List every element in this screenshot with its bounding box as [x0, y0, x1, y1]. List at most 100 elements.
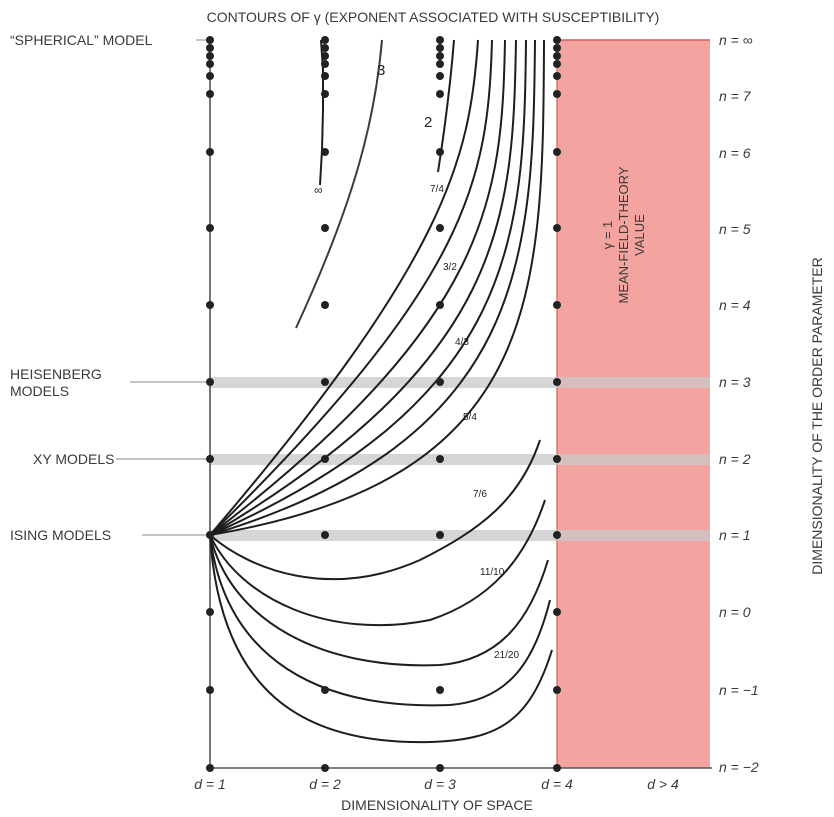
lattice-point	[321, 36, 329, 44]
contour-label-infinity: ∞	[314, 183, 323, 197]
mean-field-gamma: γ = 1	[600, 221, 615, 250]
lattice-point	[206, 44, 214, 52]
n-label-m2: n = −2	[719, 759, 759, 775]
contour-label-7-4: 7/4	[430, 184, 444, 195]
lattice-point	[553, 60, 561, 68]
lattice-point	[321, 90, 329, 98]
model-labels: “SPHERICAL” MODEL HEISENBERG MODELS XY M…	[10, 32, 153, 543]
x-axis-label: DIMENSIONALITY OF SPACE	[341, 797, 533, 813]
n-label-0: n = 0	[719, 604, 751, 620]
mean-field-line3: VALUE	[632, 214, 647, 256]
lattice-point	[553, 686, 561, 694]
lattice-point	[321, 455, 329, 463]
lattice-point	[553, 72, 561, 80]
n-label-6: n = 6	[719, 145, 751, 161]
y-axis-label: DIMENSIONALITY OF THE ORDER PARAMETER	[809, 257, 825, 574]
xy-band	[210, 454, 710, 465]
xy-model-label: XY MODELS	[33, 451, 114, 467]
lattice-point	[436, 36, 444, 44]
lattice-point	[553, 301, 561, 309]
n-label-inf: n = ∞	[719, 32, 753, 48]
lattice-point	[436, 90, 444, 98]
lattice-point	[553, 224, 561, 232]
ising-band	[210, 530, 710, 541]
mean-field-line2: MEAN-FIELD-THEORY	[616, 166, 631, 303]
lattice-point	[206, 224, 214, 232]
contour-lower-5	[209, 534, 553, 744]
lattice-point	[436, 52, 444, 60]
lattice-point	[553, 36, 561, 44]
contour-lower-2	[209, 499, 546, 627]
lattice-point	[436, 60, 444, 68]
contour-label-3-2: 3/2	[443, 262, 457, 273]
n-label-5: n = 5	[719, 221, 751, 237]
lattice-point	[553, 764, 561, 772]
lattice-point	[206, 301, 214, 309]
contour-7-4	[209, 39, 479, 536]
lattice-point	[436, 531, 444, 539]
contour-2	[437, 39, 455, 173]
n-label-1: n = 1	[719, 527, 751, 543]
d-labels: d = 1 d = 2 d = 3 d = 4 d > 4	[194, 776, 679, 792]
mean-field-region	[557, 40, 710, 768]
contour-label-2: 2	[424, 114, 432, 131]
lattice-point	[206, 36, 214, 44]
lattice-point	[321, 60, 329, 68]
contour-lower-1	[209, 439, 541, 580]
contour-4-3	[209, 39, 506, 536]
d-label-2: d = 2	[309, 776, 341, 792]
contour-label-21-20: 21/20	[494, 650, 519, 661]
lattice-point	[206, 764, 214, 772]
lattice-points	[206, 36, 561, 772]
lattice-point	[206, 378, 214, 386]
lattice-point	[206, 60, 214, 68]
d-label-gt4: d > 4	[647, 776, 679, 792]
contour-infinity	[319, 39, 324, 186]
lattice-point	[206, 455, 214, 463]
n-label-4: n = 4	[719, 297, 751, 313]
contour-curves	[209, 39, 553, 744]
contour-11-10	[209, 39, 536, 536]
lattice-point	[206, 608, 214, 616]
lattice-point	[436, 72, 444, 80]
lattice-point	[553, 52, 561, 60]
contour-3	[295, 39, 383, 329]
lattice-point	[321, 224, 329, 232]
lattice-point	[206, 531, 214, 539]
contour-lower-3	[209, 534, 549, 667]
lattice-point	[436, 301, 444, 309]
contour-label-11-10: 11/10	[480, 567, 505, 578]
lattice-point	[206, 686, 214, 694]
lattice-point	[553, 90, 561, 98]
contour-21-20	[209, 39, 545, 536]
lattice-point	[553, 455, 561, 463]
lattice-point	[436, 764, 444, 772]
lattice-point	[436, 455, 444, 463]
lattice-point	[436, 378, 444, 386]
contour-label-3: 3	[377, 62, 385, 79]
lattice-point	[321, 44, 329, 52]
lattice-point	[553, 531, 561, 539]
lattice-point	[321, 52, 329, 60]
lattice-point	[436, 686, 444, 694]
d-label-3: d = 3	[424, 776, 456, 792]
lattice-point	[206, 90, 214, 98]
lattice-point	[553, 378, 561, 386]
n-label-3: n = 3	[719, 374, 751, 390]
lattice-point	[321, 378, 329, 386]
contour-label-4-3: 4/3	[455, 337, 469, 348]
n-label-7: n = 7	[719, 88, 752, 104]
spherical-model-label: “SPHERICAL” MODEL	[10, 32, 153, 48]
lattice-point	[321, 686, 329, 694]
lattice-point	[553, 148, 561, 156]
contour-label-7-6: 7/6	[473, 489, 487, 500]
contour-label-5-4: 5/4	[463, 412, 477, 423]
lattice-point	[321, 72, 329, 80]
n-label-2: n = 2	[719, 451, 751, 467]
d-label-1: d = 1	[194, 776, 226, 792]
lattice-point	[553, 608, 561, 616]
ising-model-label: ISING MODELS	[10, 527, 111, 543]
n-label-m1: n = −1	[719, 682, 759, 698]
heisenberg-label-line2: MODELS	[10, 383, 69, 399]
